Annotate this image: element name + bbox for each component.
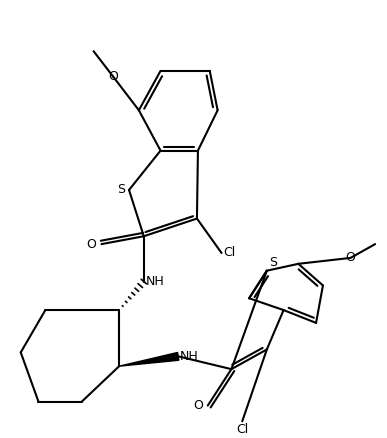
Text: O: O — [87, 238, 96, 251]
Text: NH: NH — [146, 275, 164, 288]
Text: S: S — [269, 256, 277, 269]
Text: NH: NH — [180, 350, 199, 363]
Text: O: O — [193, 399, 203, 412]
Text: O: O — [346, 251, 355, 265]
Text: Cl: Cl — [224, 247, 236, 259]
Text: S: S — [117, 184, 125, 197]
Polygon shape — [119, 353, 179, 366]
Text: Cl: Cl — [236, 423, 248, 436]
Text: O: O — [108, 70, 118, 83]
